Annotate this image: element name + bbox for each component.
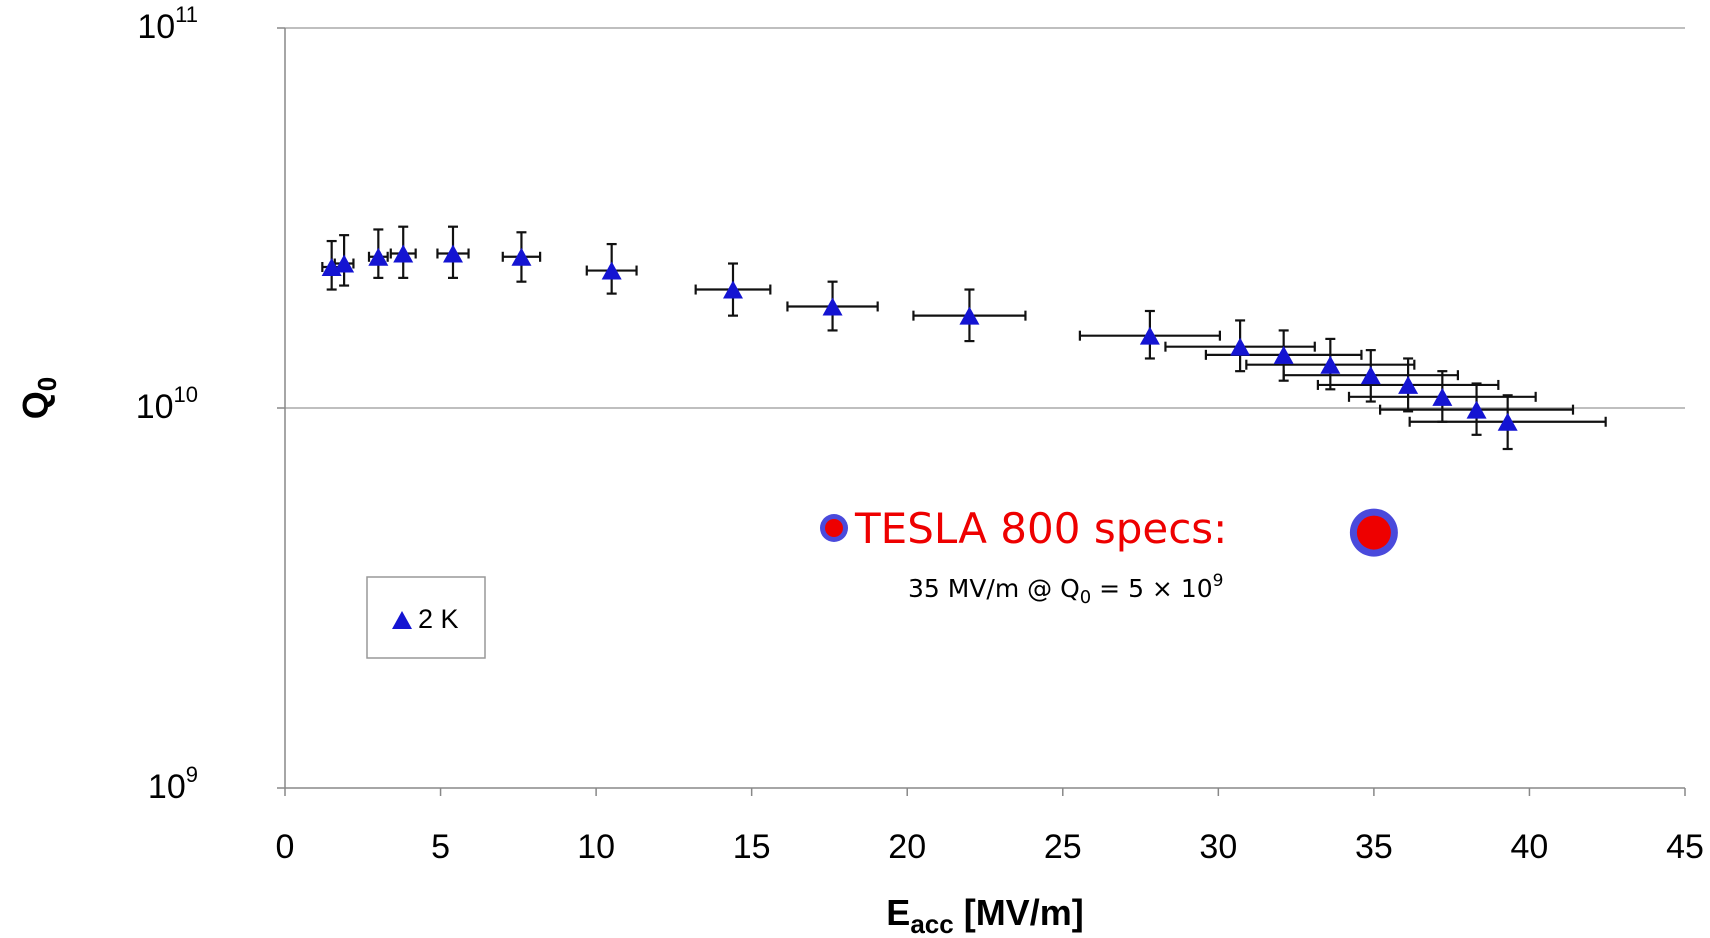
data-point-2k (393, 244, 414, 263)
y-axis-ticks: 1011 1010 109 (136, 2, 285, 806)
x-tick-label: 15 (733, 828, 771, 866)
x-tick-label: 10 (577, 828, 615, 866)
data-markers (321, 244, 1518, 431)
x-tick-label: 5 (431, 828, 450, 866)
data-point-2k (1398, 375, 1419, 394)
data-point-2k (723, 280, 743, 299)
spec-title: TESLA 800 specs: (854, 504, 1227, 553)
spec-point-dot (1356, 515, 1391, 550)
legend: 2 K (366, 576, 486, 659)
x-tick-label: 40 (1511, 828, 1549, 866)
data-point-2k (1360, 366, 1381, 385)
x-tick-label: 35 (1355, 828, 1393, 866)
data-point-2k (1466, 400, 1487, 419)
y-axis-title: Q0 (15, 377, 62, 419)
data-point-2k (1497, 412, 1518, 431)
data-point-2k (1230, 337, 1251, 356)
data-point-2k (1432, 387, 1453, 406)
y-tick-label: 1011 (137, 2, 198, 46)
legend-label: 2 K (418, 604, 459, 634)
spec-bullet-dot (825, 519, 843, 537)
grid-lines (285, 27, 1685, 409)
legend-box (366, 576, 486, 659)
data-point-2k (1139, 326, 1160, 345)
data-point-2k (601, 261, 622, 280)
x-axis-ticks: 0 5 10 15 20 25 30 35 40 45 (276, 788, 1704, 866)
x-tick-label: 0 (276, 828, 295, 866)
data-point-2k (443, 244, 463, 263)
data-point-2k (511, 247, 532, 266)
y-tick-label: 1010 (136, 382, 198, 426)
data-point-2k (1273, 345, 1294, 364)
spec-note: 35 MV/m @ Q0 = 5 × 109 (908, 571, 1223, 608)
legend-triangle-icon (392, 611, 412, 629)
x-axis-title: Eacc [MV/m] (886, 892, 1083, 938)
x-tick-label: 45 (1666, 828, 1704, 866)
data-point-2k (959, 306, 980, 325)
x-tick-label: 30 (1199, 828, 1237, 866)
data-point-2k (334, 254, 355, 273)
x-tick-label: 25 (1044, 828, 1082, 866)
data-point-2k (1320, 355, 1341, 374)
data-point-2k (368, 247, 389, 266)
data-point-2k (822, 297, 843, 316)
y-tick-label: 109 (148, 762, 198, 806)
spec-annotation: TESLA 800 specs: 35 MV/m @ Q0 = 5 × 109 (820, 504, 1398, 608)
x-tick-label: 20 (888, 828, 926, 866)
